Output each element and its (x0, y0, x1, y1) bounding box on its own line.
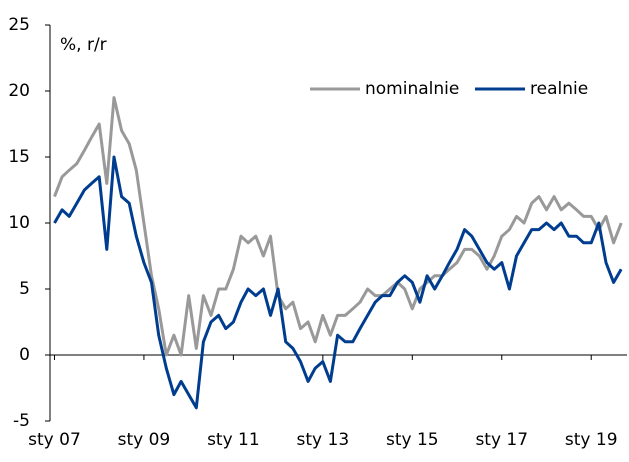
y-tick-label: 5 (19, 279, 30, 299)
x-tick-label: sty 19 (565, 430, 618, 450)
y-tick-label: 20 (8, 81, 30, 101)
x-tick-label: sty 09 (118, 430, 171, 450)
y-tick-label: 25 (8, 15, 30, 35)
series-line (53, 155, 623, 410)
x-tick-label: sty 11 (207, 430, 260, 450)
y-tick-label: -5 (13, 411, 30, 431)
annotation: %, r/r (60, 35, 107, 55)
legend-label: realnie (530, 79, 588, 99)
legend-label: nominalnie (365, 79, 459, 99)
y-tick-label: 15 (8, 147, 30, 167)
x-tick-label: sty 17 (475, 430, 528, 450)
y-tick-label: 0 (19, 345, 30, 365)
x-tick-label: sty 07 (28, 430, 81, 450)
x-tick-label: sty 15 (386, 430, 439, 450)
x-tick-label: sty 13 (297, 430, 350, 450)
series-line (53, 96, 623, 357)
y-tick-label: 10 (8, 213, 30, 233)
